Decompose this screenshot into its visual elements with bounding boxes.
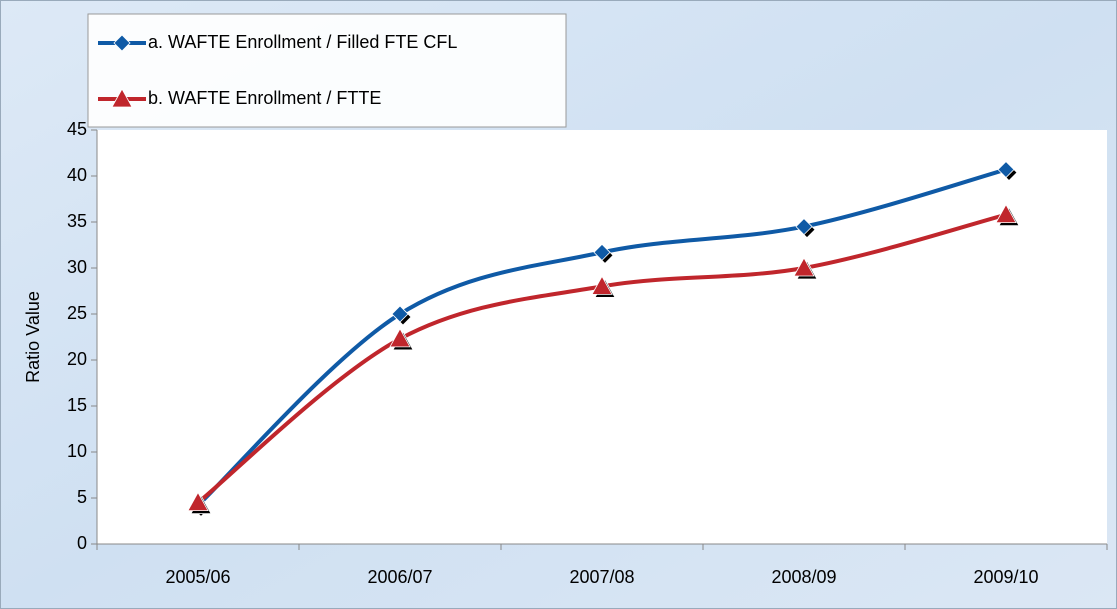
- point: [995, 203, 1017, 224]
- y-tick-label: 15: [67, 395, 87, 415]
- point: [391, 305, 409, 323]
- y-axis-label: Ratio Value: [23, 291, 43, 383]
- legend-marker: [113, 34, 131, 52]
- x-tick-label: 2009/10: [973, 567, 1038, 587]
- y-tick-label: 25: [67, 303, 87, 323]
- point: [593, 243, 611, 261]
- y-tick-label: 5: [77, 487, 87, 507]
- y-tick-label: 0: [77, 533, 87, 553]
- y-tick-label: 10: [67, 441, 87, 461]
- x-tick-label: 2007/08: [569, 567, 634, 587]
- legend-label: b. WAFTE Enrollment / FTTE: [148, 88, 381, 108]
- y-tick-label: 20: [67, 349, 87, 369]
- y-tick-label: 30: [67, 257, 87, 277]
- x-tick-label: 2006/07: [367, 567, 432, 587]
- legend-label: a. WAFTE Enrollment / Filled FTE CFL: [148, 32, 457, 52]
- y-tick-label: 35: [67, 211, 87, 231]
- legend-marker: [111, 88, 133, 108]
- legend: [87, 13, 567, 128]
- point: [591, 275, 613, 295]
- y-tick-label: 40: [67, 165, 87, 185]
- x-tick-label: 2005/06: [165, 567, 230, 587]
- point: [389, 328, 411, 348]
- point: [795, 218, 813, 236]
- x-tick-label: 2008/09: [771, 567, 836, 587]
- point: [997, 160, 1015, 179]
- plot-area: [97, 130, 1107, 544]
- point: [793, 257, 815, 277]
- point: [187, 491, 209, 512]
- y-tick-label: 45: [67, 119, 87, 139]
